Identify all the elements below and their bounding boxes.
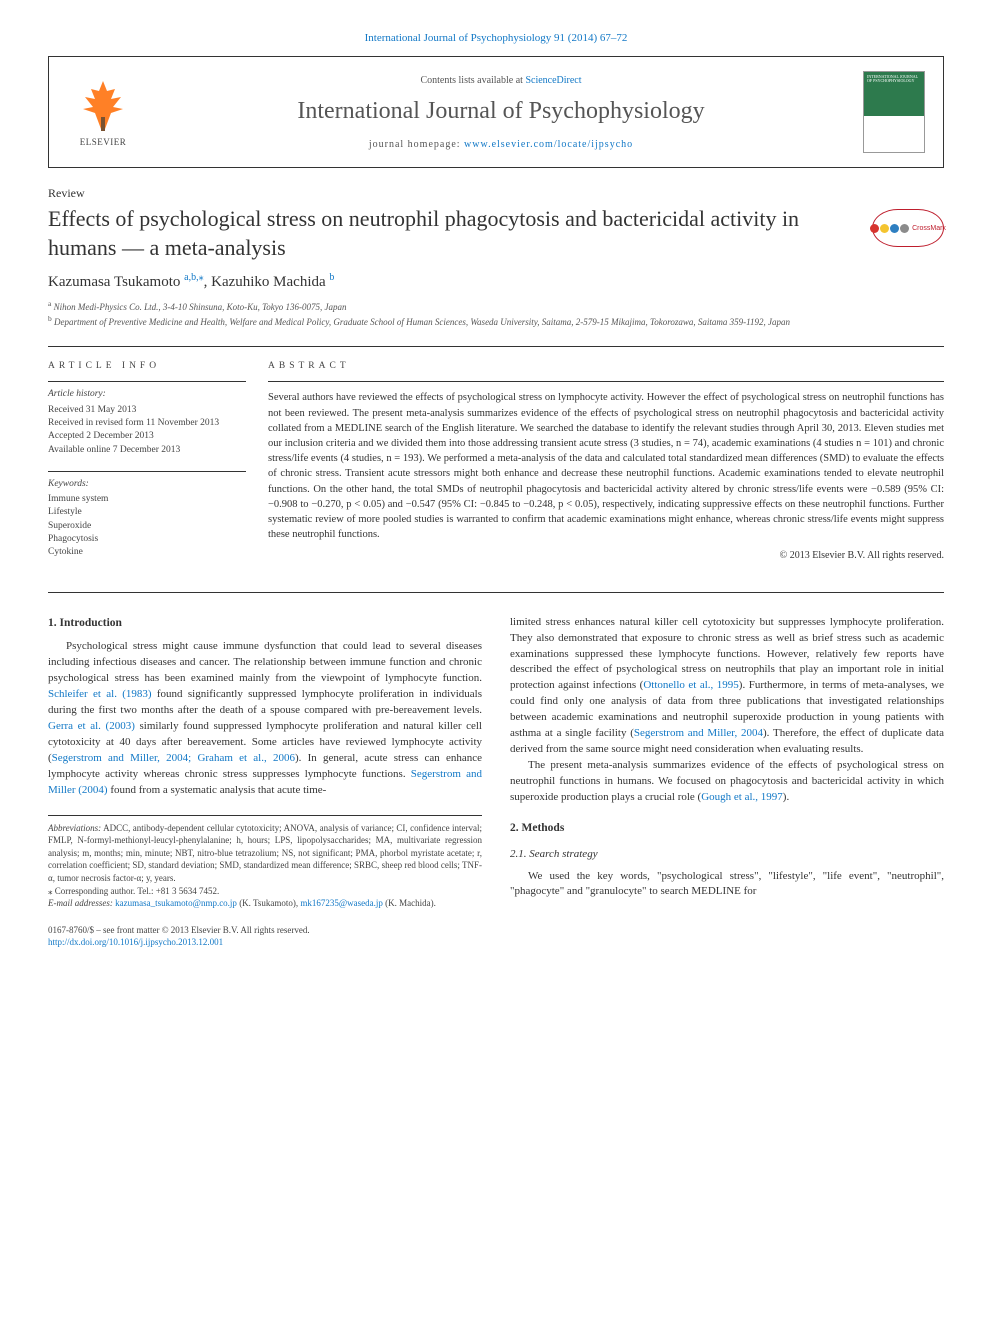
search-strategy-heading: 2.1. Search strategy [510, 847, 944, 863]
body-columns: 1. Introduction Psychological stress mig… [48, 615, 944, 949]
elsevier-tree-icon [75, 77, 131, 133]
history-accepted: Accepted 2 December 2013 [48, 430, 246, 443]
abstract-col: abstract Several authors have reviewed t… [268, 361, 944, 573]
intro-heading: 1. Introduction [48, 615, 482, 632]
email-who-2: (K. Machida). [383, 898, 436, 908]
author-1: Kazumasa Tsukamoto [48, 274, 184, 290]
author-1-affil: a,b, [184, 272, 198, 283]
email-link-2[interactable]: mk167235@waseda.jp [300, 898, 383, 908]
abbr-text: ADCC, antibody-dependent cellular cytoto… [48, 823, 482, 883]
keyword: Lifestyle [48, 506, 246, 519]
article-title: Effects of psychological stress on neutr… [48, 205, 848, 262]
search-para-1: We used the key words, "psychological st… [510, 869, 944, 901]
crossmark-icon [870, 224, 909, 233]
copyright: © 2013 Elsevier B.V. All rights reserved… [268, 549, 944, 564]
journal-header-center: Contents lists available at ScienceDirec… [139, 75, 863, 150]
keywords-block: Keywords: Immune system Lifestyle Supero… [48, 471, 246, 560]
abstract-text: Several authors have reviewed the effect… [268, 381, 944, 563]
authors-sep: , [204, 274, 212, 290]
authors: Kazumasa Tsukamoto a,b,⁎, Kazuhiko Machi… [48, 272, 944, 291]
left-column: 1. Introduction Psychological stress mig… [48, 615, 482, 949]
history-revised: Received in revised form 11 November 201… [48, 417, 246, 430]
journal-title: International Journal of Psychophysiolog… [139, 98, 863, 125]
title-row: Effects of psychological stress on neutr… [48, 205, 944, 262]
sciencedirect-line: Contents lists available at ScienceDirec… [139, 75, 863, 86]
page-footer: 0167-8760/$ – see front matter © 2013 El… [48, 924, 482, 949]
abbreviations: Abbreviations: ADCC, antibody-dependent … [48, 822, 482, 885]
text: Psychological stress might cause immune … [48, 640, 482, 684]
footnotes: Abbreviations: ADCC, antibody-dependent … [48, 815, 482, 910]
intro-para-2: The present meta-analysis summarizes evi… [510, 758, 944, 806]
text: found from a systematic analysis that ac… [108, 784, 327, 796]
elsevier-label: ELSEVIER [80, 137, 127, 147]
corr-text: Corresponding author. Tel.: +81 3 5634 7… [55, 886, 220, 896]
affiliation-a: Nihon Medi-Physics Co. Ltd., 3-4-10 Shin… [54, 302, 347, 312]
email-addresses: E-mail addresses: kazumasa_tsukamoto@nmp… [48, 897, 482, 910]
citation-link[interactable]: Ottonello et al., 1995 [643, 679, 738, 691]
journal-cover-title: INTERNATIONAL JOURNAL OF PSYCHOPHYSIOLOG… [864, 72, 924, 87]
keyword: Phagocytosis [48, 533, 246, 546]
sciencedirect-link[interactable]: ScienceDirect [525, 75, 581, 86]
article-info-heading: article info [48, 361, 246, 371]
keyword: Immune system [48, 493, 246, 506]
citation-link[interactable]: Segerstrom and Miller, 2004; Graham et a… [52, 752, 295, 764]
footer-line-1: 0167-8760/$ – see front matter © 2013 El… [48, 924, 482, 937]
elsevier-logo: ELSEVIER [67, 69, 139, 155]
history-online: Available online 7 December 2013 [48, 444, 246, 457]
crossmark-dot [880, 224, 889, 233]
doi-link[interactable]: http://dx.doi.org/10.1016/j.ijpsycho.201… [48, 937, 223, 947]
intro-para-1: Psychological stress might cause immune … [48, 639, 482, 798]
journal-header: ELSEVIER Contents lists available at Sci… [48, 56, 944, 168]
keyword: Superoxide [48, 520, 246, 533]
abstract-heading: abstract [268, 361, 944, 371]
homepage-prefix: journal homepage: [369, 139, 464, 150]
journal-homepage: journal homepage: www.elsevier.com/locat… [139, 139, 863, 150]
history-label: Article history: [48, 388, 246, 401]
crossmark-dot [900, 224, 909, 233]
affiliations: a Nihon Medi-Physics Co. Ltd., 3-4-10 Sh… [48, 299, 944, 328]
article-info-col: article info Article history: Received 3… [48, 361, 268, 573]
citation-link[interactable]: Gerra et al. (2003) [48, 720, 135, 732]
sciencedirect-prefix: Contents lists available at [420, 75, 525, 86]
crossmark-dot [870, 224, 879, 233]
corr-star: ⁎ [48, 886, 55, 896]
article-history: Article history: Received 31 May 2013 Re… [48, 381, 246, 456]
abbr-label: Abbreviations: [48, 823, 101, 833]
citation-link[interactable]: Segerstrom and Miller, 2004 [634, 727, 763, 739]
journal-citation[interactable]: International Journal of Psychophysiolog… [48, 32, 944, 44]
intro-para-1-cont: limited stress enhances natural killer c… [510, 615, 944, 758]
crossmark-dot [890, 224, 899, 233]
keywords-label: Keywords: [48, 478, 246, 491]
email-who-1: (K. Tsukamoto), [237, 898, 300, 908]
email-link-1[interactable]: kazumasa_tsukamoto@nmp.co.jp [115, 898, 237, 908]
journal-cover-thumbnail: INTERNATIONAL JOURNAL OF PSYCHOPHYSIOLOG… [863, 71, 925, 153]
citation-link[interactable]: Gough et al., 1997 [701, 791, 783, 803]
email-label: E-mail addresses: [48, 898, 115, 908]
corresponding-author: ⁎ Corresponding author. Tel.: +81 3 5634… [48, 885, 482, 898]
right-column: limited stress enhances natural killer c… [510, 615, 944, 949]
citation-link[interactable]: Schleifer et al. (1983) [48, 688, 152, 700]
article-type: Review [48, 186, 944, 201]
history-received: Received 31 May 2013 [48, 404, 246, 417]
affiliation-b: Department of Preventive Medicine and He… [54, 317, 790, 327]
homepage-link[interactable]: www.elsevier.com/locate/ijpsycho [464, 139, 633, 150]
crossmark-badge[interactable]: CrossMark [872, 209, 944, 247]
abstract-body: Several authors have reviewed the effect… [268, 392, 944, 540]
author-2: Kazuhiko Machida [211, 274, 329, 290]
crossmark-label: CrossMark [912, 225, 946, 232]
keyword: Cytokine [48, 546, 246, 559]
text: ). [783, 791, 789, 803]
info-abstract-row: article info Article history: Received 3… [48, 347, 944, 592]
methods-heading: 2. Methods [510, 820, 944, 837]
author-2-affil: b [329, 272, 334, 283]
